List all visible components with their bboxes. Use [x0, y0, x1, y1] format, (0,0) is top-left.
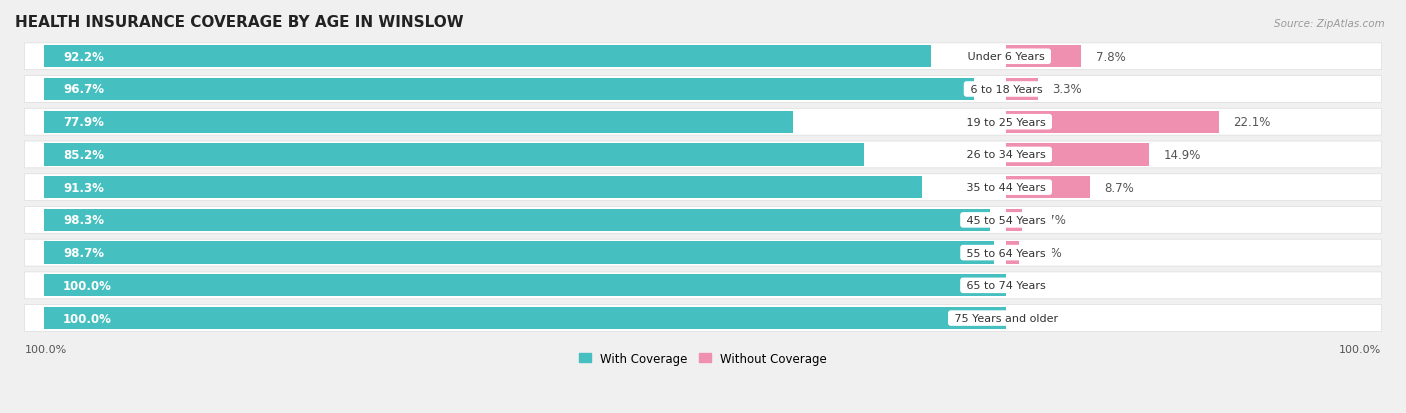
- FancyBboxPatch shape: [24, 109, 1382, 136]
- Text: 6 to 18 Years: 6 to 18 Years: [966, 85, 1046, 95]
- FancyBboxPatch shape: [24, 305, 1382, 332]
- Text: Source: ZipAtlas.com: Source: ZipAtlas.com: [1274, 19, 1385, 28]
- Bar: [1007, 177, 1090, 199]
- Text: 14.9%: 14.9%: [1164, 149, 1201, 161]
- Bar: [44, 46, 931, 68]
- Text: 8.7%: 8.7%: [1104, 181, 1135, 194]
- Text: 77.9%: 77.9%: [63, 116, 104, 129]
- FancyBboxPatch shape: [24, 44, 1382, 71]
- Text: 35 to 44 Years: 35 to 44 Years: [963, 183, 1049, 193]
- Text: Under 6 Years: Under 6 Years: [965, 52, 1049, 62]
- Bar: [1007, 144, 1150, 166]
- Bar: [1007, 46, 1081, 68]
- Text: 1.7%: 1.7%: [1036, 214, 1067, 227]
- Text: 91.3%: 91.3%: [63, 181, 104, 194]
- Bar: [44, 112, 793, 133]
- Text: 98.7%: 98.7%: [63, 247, 104, 259]
- Bar: [1007, 242, 1018, 264]
- FancyBboxPatch shape: [24, 76, 1382, 103]
- FancyBboxPatch shape: [24, 142, 1382, 169]
- Bar: [44, 242, 994, 264]
- Bar: [44, 177, 922, 199]
- Text: 85.2%: 85.2%: [63, 149, 104, 161]
- Legend: With Coverage, Without Coverage: With Coverage, Without Coverage: [574, 347, 832, 370]
- FancyBboxPatch shape: [24, 272, 1382, 299]
- Text: 100.0%: 100.0%: [25, 344, 67, 354]
- Bar: [1007, 78, 1038, 101]
- Text: HEALTH INSURANCE COVERAGE BY AGE IN WINSLOW: HEALTH INSURANCE COVERAGE BY AGE IN WINS…: [15, 15, 464, 30]
- Text: 7.8%: 7.8%: [1095, 51, 1125, 64]
- FancyBboxPatch shape: [24, 207, 1382, 234]
- Text: 1.3%: 1.3%: [1033, 247, 1063, 259]
- FancyBboxPatch shape: [24, 174, 1382, 201]
- Bar: [1007, 209, 1022, 231]
- Text: 22.1%: 22.1%: [1233, 116, 1271, 129]
- Bar: [44, 78, 974, 101]
- Bar: [44, 209, 990, 231]
- Text: 96.7%: 96.7%: [63, 83, 104, 96]
- Bar: [1007, 112, 1219, 133]
- Bar: [44, 144, 863, 166]
- Text: 65 to 74 Years: 65 to 74 Years: [963, 281, 1049, 291]
- FancyBboxPatch shape: [24, 240, 1382, 266]
- Bar: [44, 307, 1007, 330]
- Text: 19 to 25 Years: 19 to 25 Years: [963, 117, 1049, 127]
- Text: 75 Years and older: 75 Years and older: [950, 313, 1062, 323]
- Text: 100.0%: 100.0%: [63, 312, 112, 325]
- Text: 0.0%: 0.0%: [1021, 312, 1050, 325]
- Text: 98.3%: 98.3%: [63, 214, 104, 227]
- Bar: [44, 275, 1007, 297]
- Text: 3.3%: 3.3%: [1052, 83, 1083, 96]
- Text: 45 to 54 Years: 45 to 54 Years: [963, 215, 1049, 225]
- Text: 100.0%: 100.0%: [1339, 344, 1381, 354]
- Text: 92.2%: 92.2%: [63, 51, 104, 64]
- Text: 0.0%: 0.0%: [1021, 279, 1050, 292]
- Text: 100.0%: 100.0%: [63, 279, 112, 292]
- Text: 26 to 34 Years: 26 to 34 Years: [963, 150, 1049, 160]
- Text: 55 to 64 Years: 55 to 64 Years: [963, 248, 1049, 258]
